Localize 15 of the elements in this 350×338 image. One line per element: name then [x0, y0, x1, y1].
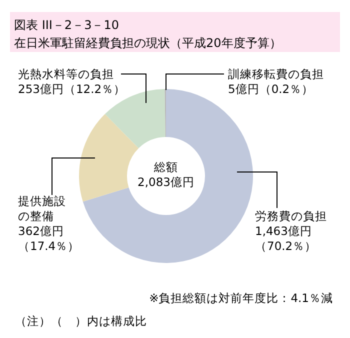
data-label: 362億円（17.4％） [18, 224, 80, 253]
data-label: 253億円（12.2％） [18, 82, 126, 96]
chart-subtitle: 在日米軍駐留経費負担の現状（平成20年度予算） [14, 36, 282, 50]
slice-label: 訓練移転費の負担 [228, 67, 324, 81]
slice-label: 労務費の負担 [255, 209, 327, 223]
text: 2,083億円 [138, 175, 194, 189]
text: ※負担総額は対前年度比：4.1％減 [149, 291, 333, 305]
donut-slice [79, 114, 139, 202]
slice-label: 提供施設の整備 [18, 194, 66, 223]
text: （注）（ ）内は構成比 [15, 314, 147, 328]
slice-label: 光熱水料等の負担 [18, 67, 114, 81]
data-label: 5億円（0.2％） [228, 82, 314, 96]
chart-title: 図表 III－2－3－10 [14, 18, 119, 32]
text: 総額 [153, 160, 178, 174]
data-label: 1,463億円（70.2％） [255, 224, 317, 253]
